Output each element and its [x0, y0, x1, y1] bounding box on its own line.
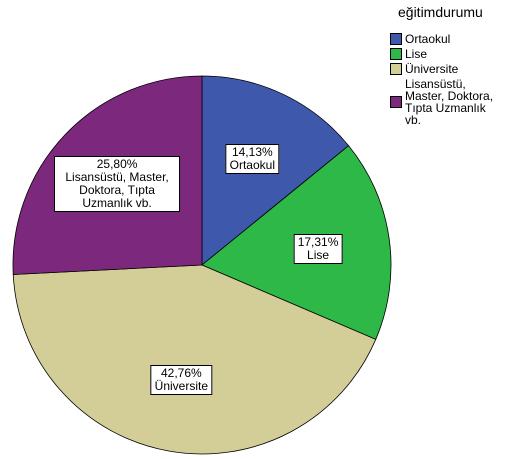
legend-label: Ortaokul: [405, 32, 451, 46]
legend-item: Lisansüstü, Master, Doktora, Tıpta Uzman…: [390, 78, 504, 126]
legend: Ortaokul Lise Üniversite Lisansüstü, Master…: [390, 33, 504, 129]
legend-item: Lise: [390, 48, 504, 60]
category-label: Ortaokul: [229, 158, 275, 173]
legend-swatch: [390, 33, 402, 45]
slice-label: 42,76% Üniversite: [150, 365, 213, 396]
legend-item: Ortaokul: [390, 33, 504, 45]
legend-swatch: [390, 63, 402, 75]
legend-label: Lise: [405, 47, 428, 61]
legend-label: Lisansüstü, Master, Doktora, Tıpta Uzman…: [405, 77, 494, 127]
slice-label: 25,80% Lisansüstü, Master, Doktora, Tıpta…: [54, 156, 181, 213]
category-label: Lise: [307, 247, 330, 262]
legend-label: Üniversite: [405, 62, 459, 76]
value-label: 14,13%: [231, 145, 273, 160]
slice-label: 17,31% Lise: [293, 233, 343, 264]
legend-title: eğitimdurumu: [398, 4, 483, 20]
category-label: Lisansüstü, Master, Doktora, Tıpta Uzman…: [65, 170, 169, 211]
legend-item: Üniversite: [390, 63, 504, 75]
slice-label: 14,13% Ortaokul: [225, 144, 279, 175]
pie-slice: [12, 264, 377, 455]
legend-swatch: [390, 48, 402, 60]
legend-swatch: [390, 96, 402, 108]
value-label: 42,76%: [160, 366, 202, 381]
value-label: 25,80%: [96, 157, 138, 172]
category-label: Üniversite: [154, 379, 209, 394]
value-label: 17,31%: [297, 234, 339, 249]
